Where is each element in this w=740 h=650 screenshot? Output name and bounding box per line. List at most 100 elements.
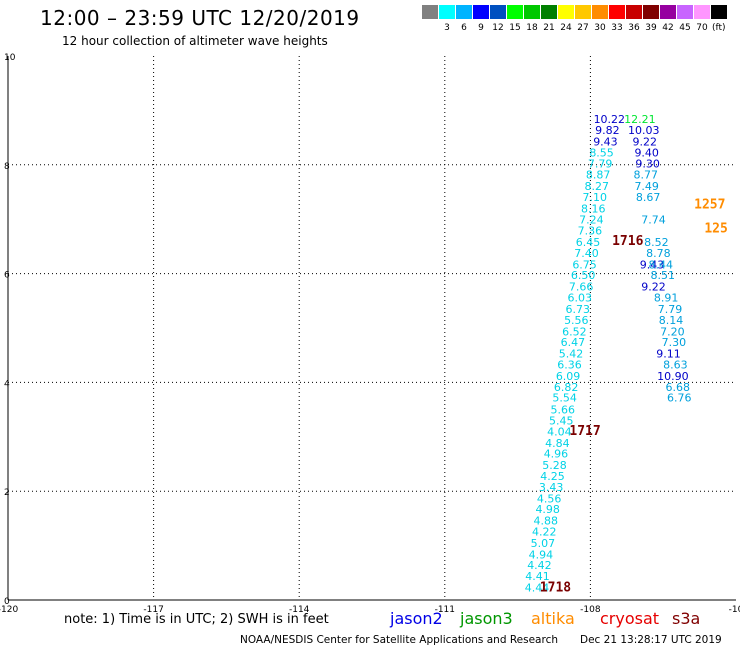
wave-height-label: 7.79 [658, 303, 683, 316]
wave-height-label: 6.36 [557, 358, 582, 371]
wave-height-label: 8.78 [646, 247, 671, 260]
chart-subtitle: 12 hour collection of altimeter wave hei… [62, 34, 328, 48]
wave-height-label: 8.67 [636, 191, 661, 204]
color-swatch [592, 5, 608, 19]
color-scale-label: 42 [662, 23, 674, 33]
color-scale-label: 70 [696, 23, 708, 33]
wave-height-label: 4.96 [544, 448, 569, 461]
color-swatch [524, 5, 540, 19]
y-tick-label: 10 [4, 53, 16, 63]
wave-height-label: 4.42 [527, 559, 552, 572]
time-label: 125 [704, 221, 727, 236]
wave-height-label: 6.03 [567, 292, 592, 305]
color-scale-unit: (ft) [712, 23, 726, 33]
color-scale-label: 27 [577, 23, 589, 33]
wave-height-label: 7.24 [579, 214, 604, 227]
wave-height-label: 9.30 [635, 158, 660, 171]
y-tick-label: 8 [4, 162, 10, 172]
wave-height-label: 4.44 [525, 581, 550, 594]
wave-height-label: 8.87 [586, 169, 611, 182]
color-scale-label: 18 [526, 23, 538, 33]
wave-height-label: 9.82 [595, 124, 620, 137]
wave-height-label: 4.56 [537, 492, 562, 505]
color-swatch [456, 5, 472, 19]
x-tick-label: -114 [289, 605, 310, 615]
x-tick-label: -117 [143, 605, 163, 615]
color-swatch [694, 5, 710, 19]
wave-height-label: 4.04 [547, 425, 572, 438]
wave-height-label: 4.84 [545, 437, 570, 450]
wave-height-label: 6.73 [566, 303, 591, 316]
wave-height-label: 7.20 [660, 325, 685, 338]
wave-height-label: 8.27 [584, 180, 609, 193]
footer-credit: NOAA/NESDIS Center for Satellite Applica… [240, 634, 558, 646]
wave-height-label: 5.45 [549, 414, 574, 427]
wave-height-label: 6.76 [667, 392, 692, 405]
wave-height-label: 9.22 [641, 281, 666, 294]
wave-height-label: 8.77 [633, 169, 658, 182]
wave-height-label: 4.98 [535, 503, 560, 516]
color-scale-label: 3 [444, 23, 450, 33]
x-tick-label: -108 [580, 605, 601, 615]
wave-height-label: 6.09 [556, 370, 581, 383]
y-tick-label: 6 [4, 271, 10, 281]
color-scale-label: 33 [611, 23, 623, 33]
wave-height-label: 7.40 [574, 247, 599, 260]
y-tick-label: 4 [4, 379, 10, 389]
wave-height-label: 6.68 [666, 381, 691, 394]
wave-height-label: 5.66 [550, 404, 575, 417]
wave-height-label: 6.47 [561, 336, 586, 349]
wave-height-label: 6.82 [554, 381, 579, 394]
wave-height-label: 8.91 [654, 292, 679, 305]
wave-height-label: 8.55 [589, 146, 614, 159]
color-swatch [575, 5, 591, 19]
color-swatch [677, 5, 693, 19]
wave-height-label: 8.63 [663, 358, 688, 371]
wave-height-label: 7.10 [583, 191, 608, 204]
wave-height-label: 7.66 [569, 281, 594, 294]
color-scale-label: 15 [509, 23, 521, 33]
wave-height-label: 6.50 [571, 269, 596, 282]
color-swatch [473, 5, 489, 19]
wave-height-label: 5.54 [552, 392, 577, 405]
wave-height-label: 7.49 [634, 180, 659, 193]
y-tick-label: 0 [4, 597, 10, 607]
wave-height-label: 9.43 [593, 135, 618, 148]
wave-height-label: 4.25 [540, 470, 565, 483]
color-scale-label: 36 [628, 23, 640, 33]
legend-item-jason2: jason2 [390, 609, 443, 628]
time-label: 1257 [694, 198, 725, 213]
color-swatch [439, 5, 455, 19]
color-scale-label: 24 [560, 23, 572, 33]
wave-height-label: 8.44 [649, 258, 674, 271]
wave-height-label: 10.90 [657, 370, 689, 383]
time-label: 1717 [569, 424, 600, 439]
wave-height-label: 12.21 [624, 113, 656, 126]
wave-height-label: 3.43 [539, 481, 564, 494]
color-swatch [558, 5, 574, 19]
color-scale-label: 9 [478, 23, 484, 33]
chart-title: 12:00 – 23:59 UTC 12/20/2019 [40, 6, 360, 30]
wave-height-label: 4.41 [525, 570, 550, 583]
color-swatch [626, 5, 642, 19]
color-swatch [541, 5, 557, 19]
note-text: note: 1) Time is in UTC; 2) SWH is in fe… [64, 612, 329, 627]
wave-height-label: 8.14 [659, 314, 684, 327]
color-swatch [422, 5, 438, 19]
wave-height-label: 7.74 [641, 214, 666, 227]
wave-height-label: 5.42 [559, 348, 584, 361]
color-swatch [490, 5, 506, 19]
wave-height-label: 8.16 [581, 202, 606, 215]
wave-height-label: 10.22 [594, 113, 626, 126]
wave-height-label: 9.40 [634, 146, 659, 159]
wave-height-label: 6.75 [572, 258, 597, 271]
color-scale-label: 6 [461, 23, 467, 33]
wave-height-label: 5.07 [531, 537, 556, 550]
time-label: 1718 [540, 580, 571, 595]
y-tick-label: 2 [4, 488, 10, 498]
color-scale-label: 12 [492, 23, 504, 33]
color-swatch [643, 5, 659, 19]
color-swatch [660, 5, 676, 19]
wave-height-label: 4.88 [533, 515, 558, 528]
